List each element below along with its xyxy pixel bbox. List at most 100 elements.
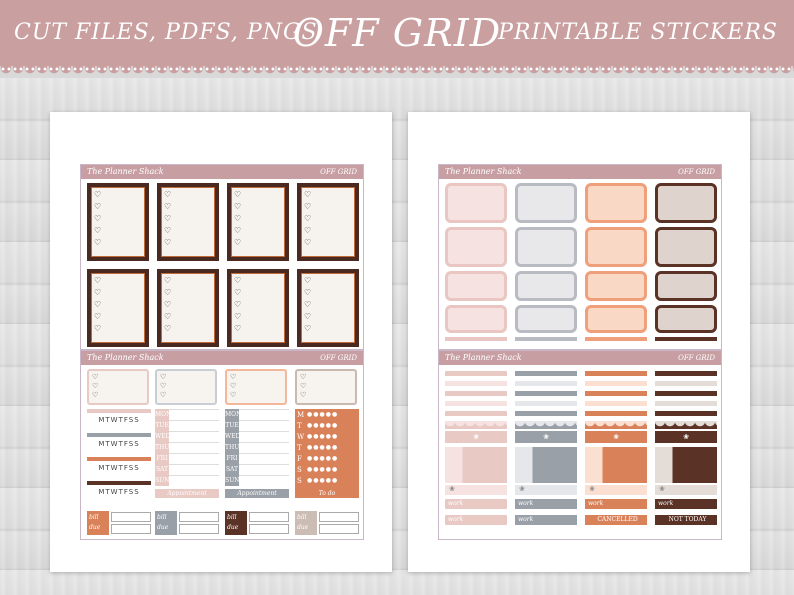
write-line [169, 475, 219, 486]
weekday-row: SUN [155, 475, 219, 486]
washi-strip [445, 411, 507, 416]
weekday-label: SAT [225, 466, 239, 473]
heart-checklist: ♡ ♡ ♡ ♡ ♡ [234, 191, 244, 247]
left-sticker-sheet: The Planner Shack OFF GRID ♡ ♡ ♡ ♡ ♡ ♡ ♡ ♡ ♡ ♡ ♡ ♡ ♡… [50, 112, 392, 572]
heart-icon: ♡ [164, 238, 172, 247]
bill-line [179, 524, 219, 534]
todo-row: W ●●●●● [295, 431, 359, 442]
heart-icon: ♡ [160, 373, 167, 381]
weekday-row: TUE [225, 420, 289, 431]
heart-icon: ♡ [304, 214, 312, 223]
panel-tag: OFF GRID [678, 168, 715, 176]
heart-icon: ♡ [92, 382, 99, 390]
heart-checklist: ♡ ♡ ♡ [300, 373, 306, 399]
write-line [169, 431, 219, 442]
color-box-sticker [585, 305, 647, 333]
heart-checkbox-sticker: ♡ ♡ ♡ [295, 369, 357, 405]
heart-icon: ♡ [94, 202, 102, 211]
header-right-text: PRINTABLE STICKERS [498, 20, 778, 45]
header-strip [585, 337, 647, 341]
brand-label: The Planner Shack [445, 167, 522, 176]
weekday-list: MON TUE WED THU FRI SAT SUN [155, 409, 219, 486]
header-left-text: CUT FILES, PDFS, PNGS [14, 20, 318, 45]
heart-icon: ♡ [300, 391, 307, 399]
bill-due-label: bill due [87, 511, 109, 535]
panel-brand-bar: The Planner Shack OFF GRID [439, 165, 721, 179]
heart-icon: ♡ [304, 202, 312, 211]
month-todo-block: M ●●●●● T ●●●●● W ●●●●● T ●●●●● F ●●●●● S ●●●●● S ●●●… [295, 409, 359, 489]
bill-due-sticker: bill due [225, 511, 289, 535]
week-header-strip [87, 481, 151, 485]
heart-icon: ♡ [94, 238, 102, 247]
write-line [239, 453, 289, 464]
todo-row: M ●●●●● [295, 409, 359, 420]
heart-icon: ♡ [94, 276, 102, 285]
heart-icon: ♡ [160, 382, 167, 390]
framed-box-sticker: ♡ ♡ ♡ ♡ ♡ [227, 183, 289, 261]
heart-checkbox-sticker: ♡ ♡ ♡ [155, 369, 217, 405]
bill-line [111, 524, 151, 534]
heart-icon: ♡ [234, 276, 242, 285]
weekday-row: THU [225, 442, 289, 453]
brand-label: The Planner Shack [87, 353, 164, 362]
bill-line [249, 512, 289, 522]
half-box-sticker [515, 447, 577, 483]
washi-strip [515, 411, 577, 416]
work-label-sticker: work [515, 499, 577, 509]
heart-icon: ♡ [234, 238, 242, 247]
drop-icons: ●●●●● [307, 455, 339, 462]
heart-icon: ♡ [164, 226, 172, 235]
heart-icon: ♡ [304, 288, 312, 297]
panel-brand-bar: The Planner Shack OFF GRID [439, 351, 721, 365]
header-banner: CUT FILES, PDFS, PNGS OFF GRID PRINTABLE… [0, 0, 794, 66]
color-box-sticker [445, 227, 507, 267]
drop-icons: ●●●●● [307, 422, 339, 429]
weekday-label: MON [225, 411, 242, 418]
day-letter: W [297, 432, 305, 441]
heart-icon: ♡ [164, 276, 172, 285]
washi-strip [445, 381, 507, 386]
week-header-strip [87, 433, 151, 437]
write-line [169, 420, 219, 431]
heart-icon: ♡ [92, 391, 99, 399]
panel-brand-bar: The Planner Shack OFF GRID [81, 351, 363, 365]
washi-strip [515, 381, 577, 386]
write-line [169, 409, 219, 420]
drop-icons: ●●●●● [307, 411, 339, 418]
heart-checklist: ♡ ♡ ♡ ♡ ♡ [164, 191, 174, 247]
scallop-strip [515, 421, 577, 429]
right-bottom-panel: The Planner Shack OFF GRID ❀ ❀ work work ❀ ❀ w… [438, 350, 722, 540]
heart-checklist: ♡ ♡ ♡ [160, 373, 166, 399]
heart-icon: ♡ [230, 373, 237, 381]
color-box-sticker [445, 271, 507, 301]
header-title: OFF GRID [292, 11, 502, 55]
weekday-row: FRI [155, 453, 219, 464]
heart-icon: ♡ [164, 300, 172, 309]
write-line [239, 464, 289, 475]
half-box-sticker [655, 447, 717, 483]
weekday-row: WED [225, 431, 289, 442]
bill-due-sticker: bill due [295, 511, 359, 535]
todo-row: T ●●●●● [295, 420, 359, 431]
color-box-sticker [515, 227, 577, 267]
brand-label: The Planner Shack [87, 167, 164, 176]
color-box-sticker [445, 305, 507, 333]
appointment-caption: Appointment [155, 489, 219, 498]
washi-strip [585, 371, 647, 376]
color-box-sticker [515, 183, 577, 223]
weekday-label: SUN [225, 477, 240, 484]
drop-icons: ●●●●● [307, 466, 339, 473]
heart-checklist: ♡ ♡ ♡ [92, 373, 98, 399]
panel-tag: OFF GRID [320, 168, 357, 176]
heart-icon: ♡ [164, 214, 172, 223]
work-label-sticker: work [445, 499, 507, 509]
heart-icon: ♡ [234, 300, 242, 309]
todo-row: T ●●●●● [295, 442, 359, 453]
weekday-strip: MTWTFSS [87, 487, 151, 497]
status-label-sticker: work [445, 515, 507, 525]
framed-box-sticker: ♡ ♡ ♡ ♡ ♡ [87, 183, 149, 261]
status-label-sticker: CANCELLED [585, 515, 647, 525]
bill-due-label: bill due [155, 511, 177, 535]
color-box-sticker [515, 271, 577, 301]
color-box-sticker [585, 271, 647, 301]
